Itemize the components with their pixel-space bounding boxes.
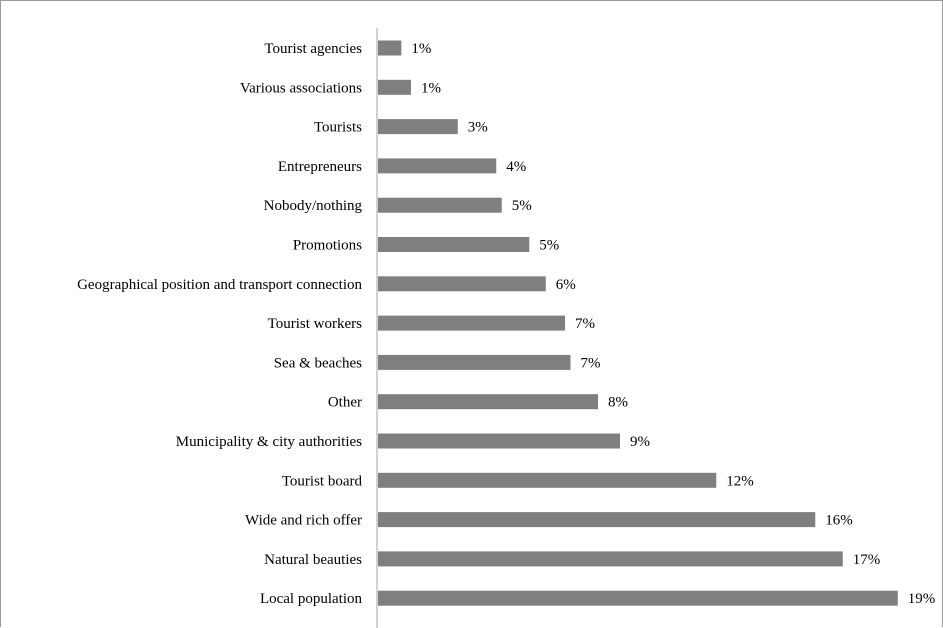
data-label: 9% (630, 434, 650, 450)
data-label: 1% (411, 41, 431, 57)
category-label: Municipality & city authorities (176, 434, 362, 450)
data-label: 17% (853, 552, 881, 568)
category-label: Tourist workers (268, 316, 363, 332)
category-label: Various associations (240, 80, 362, 96)
bar (378, 315, 565, 331)
data-label: 12% (726, 473, 754, 489)
data-label: 16% (825, 513, 853, 529)
data-label: 1% (421, 80, 441, 96)
bar (378, 394, 598, 410)
bar (378, 551, 843, 567)
bar (378, 237, 530, 252)
data-label: 19% (908, 591, 936, 607)
bar (378, 472, 717, 488)
data-label: 5% (512, 198, 532, 214)
category-label: Local population (260, 591, 363, 607)
data-label: 5% (539, 238, 559, 254)
data-label: 7% (581, 355, 601, 371)
bar (378, 79, 411, 95)
category-label: Promotions (293, 238, 362, 254)
category-label: Other (328, 395, 362, 411)
category-label: Nobody/nothing (264, 198, 363, 214)
category-label: Sea & beaches (274, 355, 362, 371)
bar (378, 354, 571, 370)
bar (378, 512, 816, 528)
bar (378, 40, 402, 56)
category-label: Tourist agencies (264, 41, 362, 57)
category-label: Natural beauties (264, 552, 362, 568)
bar (378, 433, 620, 449)
category-label: Tourist board (282, 473, 363, 489)
data-label: 7% (575, 316, 595, 332)
data-label: 4% (506, 159, 526, 175)
bar (378, 590, 898, 606)
category-label: Wide and rich offer (245, 513, 362, 529)
bar (378, 119, 458, 135)
bar (378, 276, 546, 292)
category-label: Geographical position and transport conn… (77, 277, 362, 293)
data-label: 8% (608, 395, 628, 411)
category-label: Entrepreneurs (278, 159, 362, 175)
bar (378, 197, 502, 213)
bar (378, 158, 497, 174)
data-label: 3% (468, 120, 488, 136)
data-label: 6% (556, 277, 576, 293)
category-label: Tourists (314, 120, 362, 136)
